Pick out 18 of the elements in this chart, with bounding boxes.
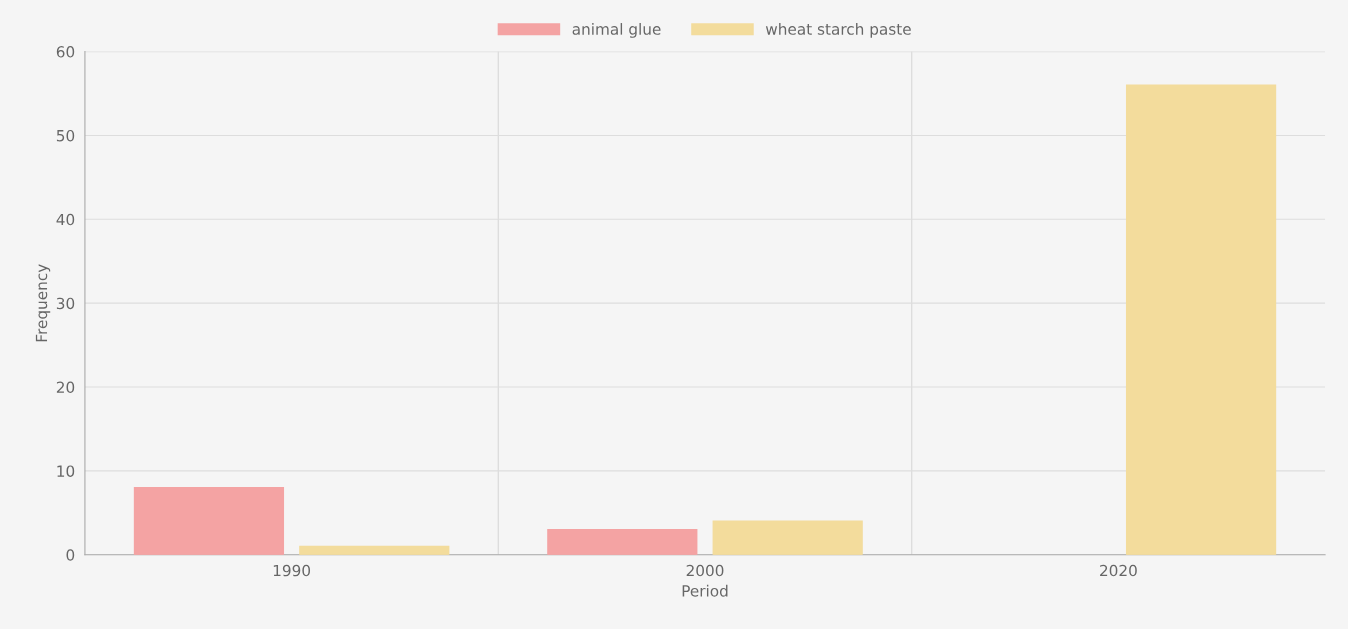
y-tick-label: 20 [56, 381, 75, 394]
x-axis-title: Period [682, 584, 728, 597]
legend-label: animal glue [572, 23, 661, 38]
y-tick-label: 30 [56, 297, 75, 310]
y-tick-label: 10 [57, 465, 75, 477]
x-tick-label: 2000 [686, 564, 724, 577]
y-tick-label: 0 [66, 549, 75, 561]
legend-label: wheat starch paste [765, 23, 911, 38]
y-axis-title: Frequency [35, 264, 51, 342]
bar [547, 528, 698, 555]
bar [1125, 84, 1277, 555]
x-tick-label: 2020 [1100, 564, 1137, 577]
y-tick-label: 50 [56, 129, 75, 142]
bar [133, 486, 285, 555]
bar [712, 520, 863, 555]
y-tick-label: 60 [56, 46, 75, 58]
y-tick-label: 40 [56, 213, 75, 226]
x-tick-label: 1990 [273, 564, 311, 577]
